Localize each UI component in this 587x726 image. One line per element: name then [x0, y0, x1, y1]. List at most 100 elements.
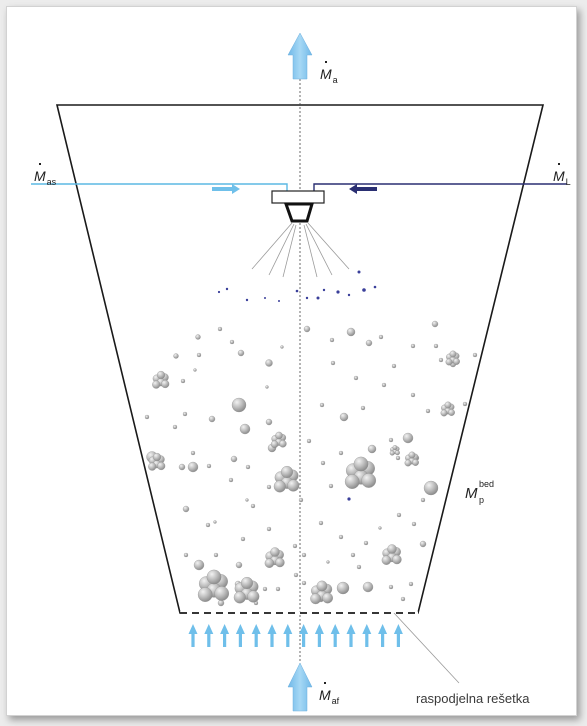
- spray-nozzle-icon: [271, 190, 325, 223]
- outlet-air-label: Ma: [320, 61, 338, 85]
- granule-icon: [197, 587, 213, 602]
- up-arrow-icon: [393, 624, 403, 647]
- granule-icon: [410, 343, 416, 349]
- atomizing-air-label: Mas: [34, 163, 56, 187]
- granule-icon: [438, 357, 444, 363]
- granule-icon: [433, 343, 439, 349]
- granule-icon: [453, 358, 460, 365]
- droplet-icon: [347, 497, 351, 501]
- granule-icon: [196, 352, 202, 358]
- liquid-label: ML: [553, 163, 571, 187]
- granule-icon: [392, 554, 402, 565]
- granule-icon: [378, 526, 382, 530]
- granule-icon: [273, 480, 286, 493]
- granule-icon: [239, 423, 251, 435]
- granule-icon: [388, 584, 394, 590]
- granule-icon: [182, 505, 190, 513]
- fluidizing-air-arrows: [188, 624, 403, 647]
- granule-icon: [206, 463, 212, 469]
- droplet-icon: [264, 297, 266, 299]
- droplet-icon: [357, 270, 361, 274]
- granule-icon: [213, 552, 219, 558]
- granule-icon: [400, 596, 406, 602]
- granule-icon: [266, 526, 272, 532]
- granule-icon: [229, 339, 235, 345]
- up-arrow-icon: [314, 624, 324, 647]
- granule-icon: [396, 512, 402, 518]
- bed-particles: [144, 270, 478, 607]
- granule-icon: [172, 424, 178, 430]
- granule-icon: [316, 580, 328, 592]
- granule-icon: [365, 339, 373, 347]
- granule-icon: [183, 552, 189, 558]
- droplet-icon: [316, 296, 320, 300]
- grate-label: raspodjelna rešetka: [416, 691, 530, 706]
- granule-icon: [265, 418, 273, 426]
- granule-icon: [287, 479, 300, 492]
- granule-icon: [292, 543, 298, 549]
- granule-icon: [275, 557, 285, 568]
- granule-icon: [178, 463, 186, 471]
- granule-icon: [270, 440, 279, 449]
- granule-icon: [240, 536, 246, 542]
- grate-leader-line: [393, 612, 460, 684]
- granule-icon: [187, 461, 199, 473]
- droplet-icon: [245, 298, 249, 302]
- up-arrow-icon: [204, 624, 214, 647]
- fluidized-bed-diagram: [31, 32, 567, 712]
- granule-icon: [230, 455, 238, 463]
- granule-icon: [353, 456, 369, 472]
- droplet-icon: [278, 300, 280, 302]
- granule-icon: [205, 522, 211, 528]
- granule-icon: [245, 464, 251, 470]
- granule-icon: [425, 408, 431, 414]
- up-arrow-icon: [235, 624, 245, 647]
- granule-icon: [306, 438, 312, 444]
- granule-icon: [148, 462, 157, 471]
- granule-icon: [320, 460, 326, 466]
- up-arrow-icon: [267, 624, 277, 647]
- granule-icon: [462, 401, 468, 407]
- granule-icon: [293, 572, 299, 578]
- granule-icon: [322, 592, 333, 604]
- granule-icon: [156, 370, 166, 380]
- granule-icon: [237, 349, 245, 357]
- droplet-icon: [322, 288, 326, 292]
- granule-icon: [344, 474, 360, 489]
- granule-icon: [338, 450, 344, 456]
- granule-icon: [445, 358, 453, 366]
- droplet-icon: [295, 289, 299, 293]
- granule-icon: [395, 455, 401, 461]
- granule-icon: [329, 337, 335, 343]
- droplet-icon: [362, 288, 366, 292]
- granule-icon: [336, 581, 350, 595]
- liquid-line: [313, 183, 567, 191]
- granule-icon: [182, 411, 188, 417]
- atomizing-air-arrow-icon: [212, 184, 240, 194]
- granule-icon: [301, 580, 307, 586]
- granule-icon: [266, 484, 272, 490]
- granule-icon: [152, 452, 162, 462]
- granule-icon: [387, 544, 397, 554]
- granule-icon: [265, 385, 269, 389]
- granule-icon: [404, 459, 412, 467]
- granule-icon: [301, 552, 307, 558]
- droplet-icon: [347, 293, 351, 297]
- granule-icon: [298, 497, 304, 503]
- granule-icon: [213, 520, 217, 524]
- granule-icon: [275, 431, 283, 440]
- granule-icon: [245, 498, 249, 502]
- granule-icon: [367, 444, 377, 454]
- inlet-air-arrow-icon: [287, 662, 313, 712]
- granule-icon: [206, 569, 222, 585]
- granule-icon: [395, 450, 400, 456]
- granule-icon: [412, 459, 419, 466]
- granule-icon: [280, 465, 293, 478]
- granule-icon: [444, 401, 452, 409]
- granule-icon: [346, 327, 356, 337]
- granule-icon: [361, 473, 377, 488]
- droplet-icon: [373, 285, 377, 289]
- granule-icon: [195, 334, 201, 340]
- granule-icon: [180, 378, 186, 384]
- granule-icon: [233, 591, 246, 604]
